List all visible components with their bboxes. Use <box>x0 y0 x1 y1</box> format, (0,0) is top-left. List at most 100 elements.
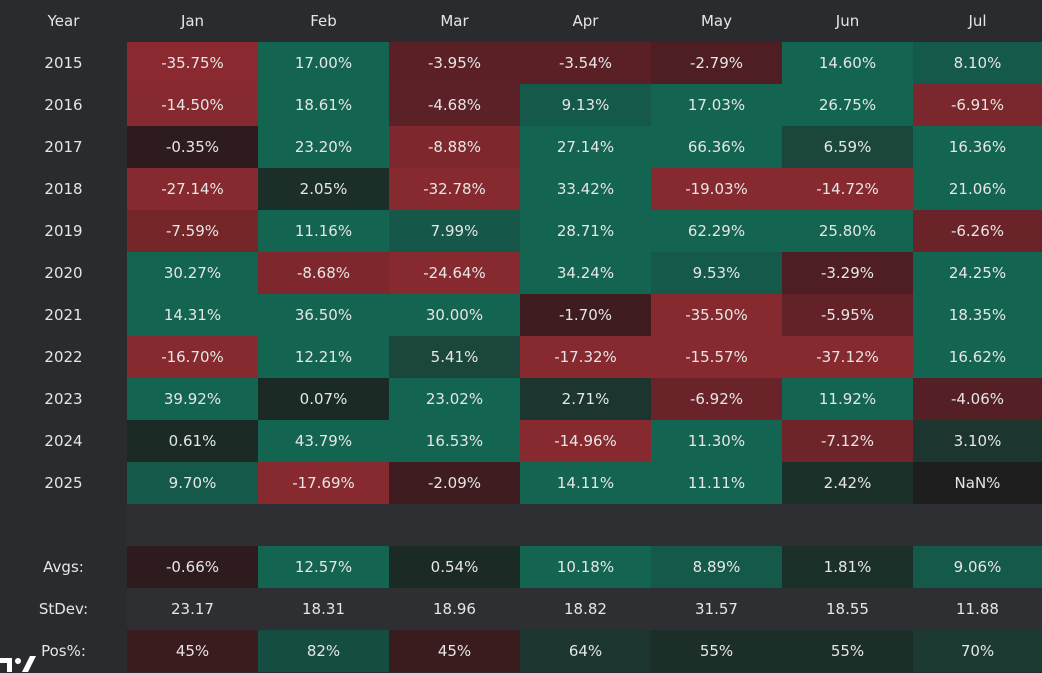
stdev-cell: 23.17 <box>127 588 258 630</box>
year-column-header: Year <box>47 12 80 30</box>
return-cell: -16.70% <box>127 336 258 378</box>
return-cell: 66.36% <box>651 126 782 168</box>
year-label: 2020 <box>44 264 83 282</box>
return-cell: -32.78% <box>389 168 520 210</box>
spacer-cell <box>913 504 1042 546</box>
return-cell: 21.06% <box>913 168 1042 210</box>
avg-cell: 10.18% <box>520 546 651 588</box>
return-cell: 18.61% <box>258 84 389 126</box>
return-cell: 36.50% <box>258 294 389 336</box>
year-label: 2017 <box>44 138 83 156</box>
return-cell: 33.42% <box>520 168 651 210</box>
pos-cell: 45% <box>127 630 258 672</box>
return-cell: 30.27% <box>127 252 258 294</box>
return-cell: 6.59% <box>782 126 913 168</box>
return-cell: -35.50% <box>651 294 782 336</box>
avg-cell: -0.66% <box>127 546 258 588</box>
return-cell: 30.00% <box>389 294 520 336</box>
stdev-cell: 18.31 <box>258 588 389 630</box>
stdev-cell: 31.57 <box>651 588 782 630</box>
return-cell: -2.09% <box>389 462 520 504</box>
return-cell: 18.35% <box>913 294 1042 336</box>
return-cell: 9.53% <box>651 252 782 294</box>
return-cell: 39.92% <box>127 378 258 420</box>
return-cell: 14.11% <box>520 462 651 504</box>
return-cell: 25.80% <box>782 210 913 252</box>
return-cell: 16.62% <box>913 336 1042 378</box>
spacer-cell <box>520 504 651 546</box>
return-cell: 24.25% <box>913 252 1042 294</box>
return-cell: -8.88% <box>389 126 520 168</box>
stdev-label: StDev: <box>38 600 89 618</box>
return-cell: -6.92% <box>651 378 782 420</box>
spacer-cell <box>258 504 389 546</box>
return-cell: 2.05% <box>258 168 389 210</box>
return-cell: 11.16% <box>258 210 389 252</box>
return-cell: 14.60% <box>782 42 913 84</box>
return-cell: -4.68% <box>389 84 520 126</box>
return-cell: -4.06% <box>913 378 1042 420</box>
return-cell: 2.42% <box>782 462 913 504</box>
return-cell: -14.72% <box>782 168 913 210</box>
return-cell: -7.59% <box>127 210 258 252</box>
month-column-header: Jan <box>180 12 205 30</box>
month-column-header: Jul <box>968 12 987 30</box>
return-cell: -0.35% <box>127 126 258 168</box>
spacer-cell <box>782 504 913 546</box>
pos-cell: 64% <box>520 630 651 672</box>
return-cell: 9.13% <box>520 84 651 126</box>
avg-cell: 1.81% <box>782 546 913 588</box>
return-cell: 27.14% <box>520 126 651 168</box>
return-cell: 62.29% <box>651 210 782 252</box>
year-label: 2018 <box>44 180 83 198</box>
year-label: 2016 <box>44 96 83 114</box>
return-cell: 7.99% <box>389 210 520 252</box>
year-label: 2021 <box>44 306 83 324</box>
return-cell: -7.12% <box>782 420 913 462</box>
pos-label: Pos%: <box>41 642 86 660</box>
stdev-cell: 11.88 <box>913 588 1042 630</box>
return-cell: -5.95% <box>782 294 913 336</box>
return-cell: 11.30% <box>651 420 782 462</box>
avgs-label: Avgs: <box>43 558 84 576</box>
avg-cell: 12.57% <box>258 546 389 588</box>
return-cell: 0.61% <box>127 420 258 462</box>
return-cell: 0.07% <box>258 378 389 420</box>
return-cell: 3.10% <box>913 420 1042 462</box>
return-cell: 17.03% <box>651 84 782 126</box>
return-cell: 23.02% <box>389 378 520 420</box>
spacer-cell <box>389 504 520 546</box>
return-cell: -3.54% <box>520 42 651 84</box>
return-cell: 12.21% <box>258 336 389 378</box>
pos-cell: 82% <box>258 630 389 672</box>
avg-cell: 8.89% <box>651 546 782 588</box>
spacer-cell <box>127 504 258 546</box>
return-cell: -15.57% <box>651 336 782 378</box>
return-cell: -17.32% <box>520 336 651 378</box>
month-column-header: Mar <box>440 12 469 30</box>
return-cell: 28.71% <box>520 210 651 252</box>
pos-cell: 70% <box>913 630 1042 672</box>
year-label: 2022 <box>44 348 83 366</box>
return-cell: 34.24% <box>520 252 651 294</box>
pos-cell: 55% <box>782 630 913 672</box>
return-cell: 23.20% <box>258 126 389 168</box>
stdev-cell: 18.96 <box>389 588 520 630</box>
return-cell: -8.68% <box>258 252 389 294</box>
return-cell: 11.92% <box>782 378 913 420</box>
tradingview-logo-icon <box>0 656 36 672</box>
month-column-header: Jun <box>835 12 860 30</box>
return-cell: 8.10% <box>913 42 1042 84</box>
return-cell: 14.31% <box>127 294 258 336</box>
spacer-cell <box>0 504 127 546</box>
return-cell: 11.11% <box>651 462 782 504</box>
return-cell: 5.41% <box>389 336 520 378</box>
spacer-cell <box>651 504 782 546</box>
return-cell: -17.69% <box>258 462 389 504</box>
year-label: 2025 <box>44 474 83 492</box>
return-cell: -19.03% <box>651 168 782 210</box>
return-cell: -37.12% <box>782 336 913 378</box>
stdev-cell: 18.55 <box>782 588 913 630</box>
year-label: 2019 <box>44 222 83 240</box>
